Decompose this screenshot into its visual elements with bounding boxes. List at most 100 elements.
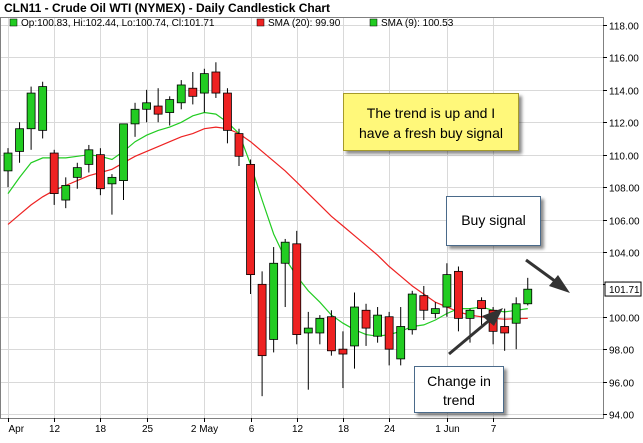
candle-body-bull	[373, 314, 383, 337]
candle-body-bull	[396, 326, 406, 360]
candle-body-bull	[465, 309, 475, 319]
candle	[38, 81, 48, 139]
candle-body-bull	[442, 274, 452, 308]
x-tick-label: 1 Jun	[435, 424, 459, 435]
x-tick-label: 7	[491, 424, 497, 435]
candle	[211, 62, 221, 98]
legend-swatch-ohlc	[9, 18, 18, 27]
y-tick-label: 98.00	[609, 346, 634, 357]
candle	[199, 68, 209, 113]
candle	[442, 263, 452, 317]
candle-body-bull	[38, 86, 48, 131]
candle-body-bull	[84, 149, 94, 165]
candle-body-bear	[96, 154, 105, 190]
buy-signal-callout: Buy signal	[446, 196, 541, 246]
candle-body-bear	[419, 295, 429, 311]
candle-body-bull	[407, 293, 417, 331]
x-tick-label: 2 May	[191, 424, 218, 435]
last-price-marker: 101.71	[604, 281, 642, 297]
candle-body-bull	[280, 241, 290, 264]
candle-body-bear	[500, 326, 510, 334]
candle	[396, 307, 406, 366]
x-tick-label: 18	[338, 424, 350, 435]
change-arrow-line	[448, 316, 493, 356]
moving-averages	[7, 111, 528, 337]
x-tick-label: 24	[384, 424, 396, 435]
candle-body-bull	[269, 262, 279, 340]
candle-body-bull	[142, 102, 152, 110]
candle	[373, 307, 383, 343]
candle	[246, 159, 255, 295]
candle-body-bear	[384, 316, 394, 350]
legend-sma20: SMA (20): 99.90	[268, 18, 341, 29]
candle	[107, 174, 117, 215]
candle	[361, 303, 371, 346]
candle-body-bull	[26, 92, 36, 130]
candle	[223, 88, 232, 144]
candle	[338, 331, 348, 389]
candle	[165, 96, 175, 126]
y-tick-label: 114.00	[609, 87, 639, 98]
legend: Op:100.83, Hi:102.44, Lo:100.74, Cl:101.…	[9, 18, 454, 29]
change-arrow-head	[482, 308, 503, 326]
candle	[176, 80, 186, 110]
x-tick-label: 18	[95, 424, 107, 435]
plot-frame	[0, 17, 604, 419]
candle-body-bull	[303, 327, 313, 334]
candle-body-bull	[61, 185, 71, 201]
candle	[142, 89, 152, 123]
candle	[326, 310, 336, 356]
candle	[3, 148, 13, 188]
last-price-label: 101.71	[609, 285, 640, 296]
y-tick-label: 112.00	[609, 119, 639, 130]
candle-body-bull	[107, 176, 117, 185]
candle-body-bear	[246, 163, 255, 276]
candle	[303, 311, 313, 390]
candle-body-bull	[15, 128, 24, 152]
x-tick-label: 25	[142, 424, 154, 435]
change-callout-line-2: trend	[443, 392, 475, 408]
candle-body-bear	[188, 87, 198, 97]
candle	[130, 102, 140, 137]
candle	[280, 238, 290, 308]
candle-body-bull	[72, 167, 82, 178]
y-tick-label: 96.00	[609, 379, 634, 390]
candle	[454, 266, 463, 332]
candle	[257, 271, 267, 397]
legend-swatch-sma9	[369, 18, 378, 27]
x-axis: Apr 12 18 25 2 May 6 12 18 24 1 Jun 7	[8, 418, 497, 435]
y-tick-label: 106.00	[609, 217, 640, 228]
candle-body-bear	[49, 152, 59, 194]
candle	[523, 277, 533, 306]
candle	[188, 72, 198, 105]
candle-body-bear	[153, 105, 163, 115]
candle	[407, 290, 417, 335]
trend-callout-line-1: The trend is up and I	[366, 105, 496, 121]
candle	[292, 230, 302, 345]
candle	[477, 297, 486, 325]
candle-body-bear	[257, 283, 267, 357]
candle-body-bull	[511, 303, 521, 324]
legend-sma9: SMA (9): 100.53	[381, 18, 454, 29]
x-tick-label: Apr	[9, 424, 25, 435]
y-tick-label: 118.00	[609, 22, 639, 33]
candle	[430, 302, 440, 319]
candle-body-bear	[223, 92, 232, 131]
candle-body-bull	[199, 73, 209, 94]
candle	[15, 122, 24, 163]
change-callout-line-1: Change in	[427, 373, 491, 389]
candle-body-bull	[119, 123, 128, 182]
candle	[419, 285, 429, 320]
candle-body-bear	[292, 243, 302, 335]
x-tick-label: 12	[292, 424, 304, 435]
candle-body-bull	[523, 288, 533, 305]
candle-body-bear	[326, 316, 336, 352]
callout-arrows	[448, 258, 570, 356]
candle-body-bull	[176, 84, 186, 104]
candle	[96, 148, 105, 196]
candle	[500, 308, 510, 351]
x-tick-label: 12	[49, 424, 61, 435]
candle	[234, 128, 244, 167]
